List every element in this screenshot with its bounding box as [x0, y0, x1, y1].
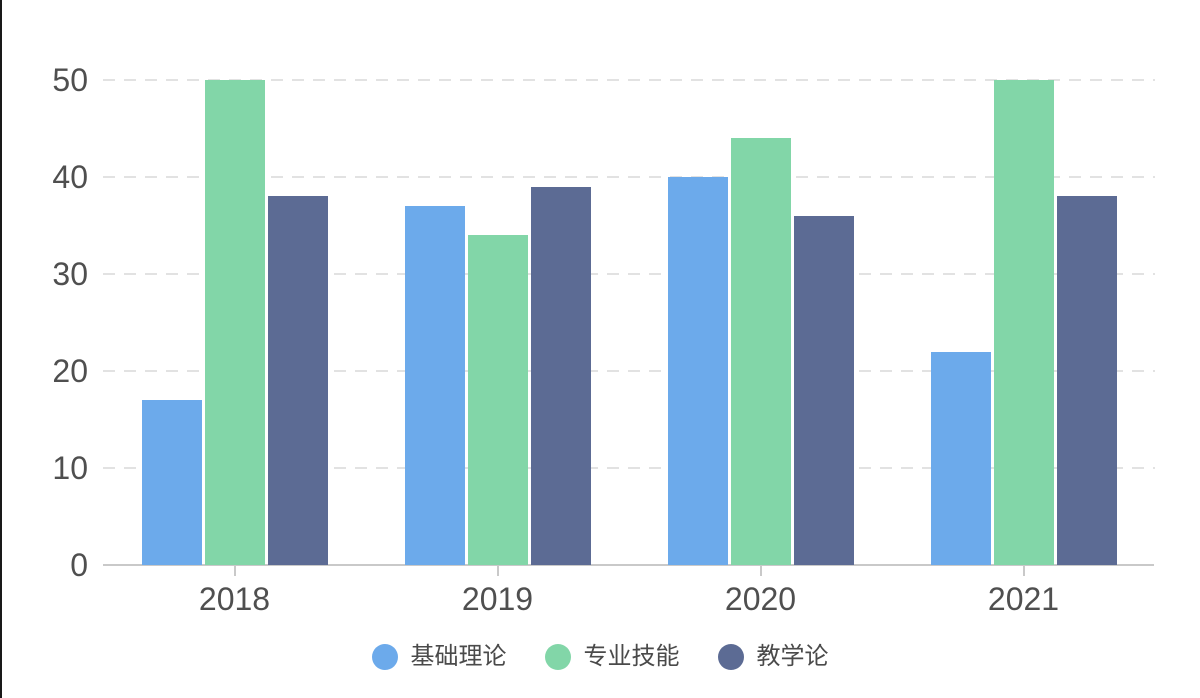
- x-axis-tick-label: 2018: [198, 581, 271, 617]
- x-axis-tick: [233, 566, 236, 576]
- legend-circle-icon: [371, 644, 398, 670]
- bar-series1-2019[interactable]: [404, 206, 465, 565]
- bar-series3-2019[interactable]: [530, 186, 591, 565]
- x-axis-line: [103, 564, 1154, 566]
- legend-circle-icon: [544, 644, 571, 670]
- x-axis-tick-label: 2019: [461, 581, 534, 617]
- bar-series2-2018[interactable]: [204, 80, 265, 565]
- bar-series2-2021[interactable]: [993, 80, 1054, 565]
- y-axis-tick-label: 30: [52, 256, 88, 292]
- y-axis-tick-label: 0: [70, 547, 88, 583]
- x-axis-tick: [496, 566, 499, 576]
- y-axis-tick-label: 40: [52, 159, 88, 195]
- gridline-y-20: [103, 370, 1155, 372]
- legend-label: 专业技能: [583, 643, 680, 670]
- chart-legend: 基础理论 专业技能 教学论: [0, 641, 1200, 673]
- legend-circle-icon: [717, 644, 744, 670]
- legend-item-series3[interactable]: 教学论: [717, 643, 829, 671]
- gridline-y-40: [103, 176, 1155, 178]
- legend-item-series1[interactable]: 基础理论: [371, 643, 507, 671]
- bar-series3-2020[interactable]: [793, 215, 854, 565]
- window-edge-line: [0, 0, 2, 698]
- legend-label: 教学论: [756, 643, 829, 670]
- x-axis-tick: [1022, 566, 1025, 576]
- gridline-y-50: [103, 79, 1155, 81]
- gridline-y-30: [103, 273, 1155, 275]
- bar-series1-2018[interactable]: [141, 400, 202, 565]
- legend-item-series2[interactable]: 专业技能: [544, 643, 680, 671]
- bar-series1-2021[interactable]: [930, 351, 991, 565]
- y-axis-tick-label: 50: [52, 62, 88, 98]
- x-axis-tick: [759, 566, 762, 576]
- y-axis-tick-label: 20: [52, 353, 88, 389]
- bar-series1-2020[interactable]: [667, 177, 728, 565]
- x-axis-tick-label: 2020: [724, 581, 797, 617]
- legend-label: 基础理论: [410, 643, 507, 670]
- x-axis-tick-label: 2021: [987, 581, 1060, 617]
- bar-series2-2019[interactable]: [467, 235, 528, 565]
- bar-series2-2020[interactable]: [730, 138, 791, 565]
- bar-series3-2018[interactable]: [267, 196, 328, 565]
- y-axis-tick-label: 10: [52, 450, 88, 486]
- gridline-y-10: [103, 467, 1155, 469]
- bar-series3-2021[interactable]: [1056, 196, 1117, 565]
